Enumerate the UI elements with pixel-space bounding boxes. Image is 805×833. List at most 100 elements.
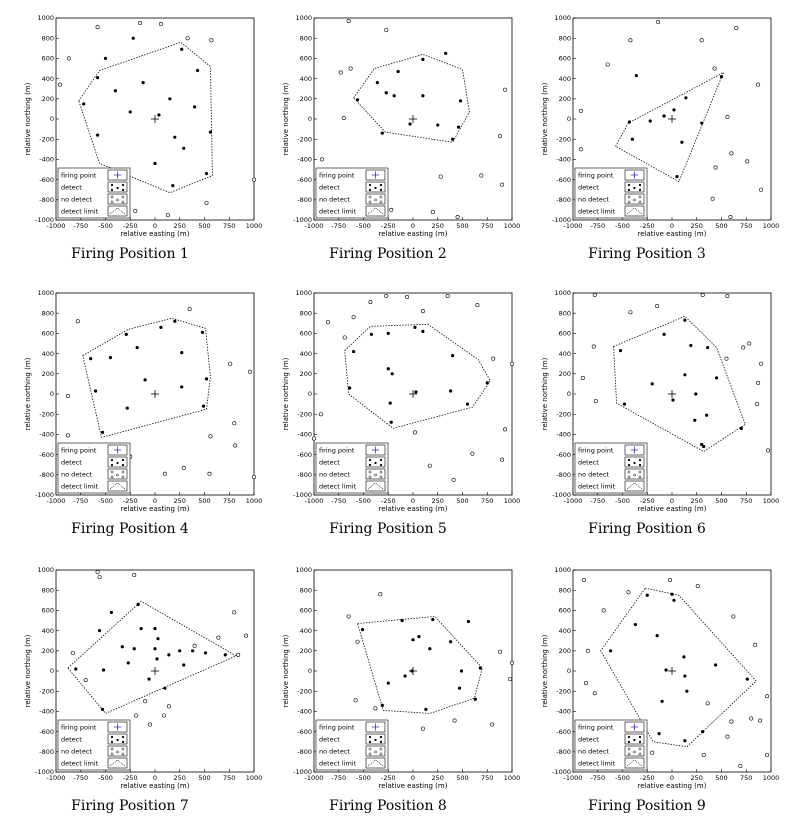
y-tick-label: -400 (556, 156, 571, 164)
x-tick-label: 1000 (246, 497, 263, 505)
chart-panel-7: -1000 -750 -500 -250 0 250 500 750 1000 -1000 -800… (0, 552, 262, 822)
x-tick-label: -500 (615, 497, 630, 505)
detect-point (745, 677, 749, 681)
firing-point-marker (151, 115, 159, 123)
legend-label-detect-limit: detect limit (578, 760, 616, 768)
legend-label-firing-point: firing point (319, 724, 355, 732)
legend-dot (374, 461, 377, 465)
detect-point (682, 655, 686, 659)
legend-circle (633, 473, 636, 477)
x-tick-label: 250 (432, 774, 444, 782)
detect-point (155, 657, 159, 661)
detect-point (713, 663, 718, 667)
legend-dash (109, 482, 126, 490)
x-tick-label: 750 (481, 774, 493, 782)
detect-point (141, 81, 145, 85)
legend-circle (627, 752, 631, 756)
x-tick-label: 500 (198, 222, 210, 230)
no-detect-point (252, 177, 257, 182)
y-tick-label: 1000 (554, 289, 571, 297)
legend: firing point detect no detect detect limit (57, 167, 131, 219)
detect-point (89, 357, 93, 361)
legend-label-firing-point: firing point (61, 172, 97, 180)
legend-circle (121, 747, 125, 751)
detect-point (417, 635, 421, 639)
detect-point (414, 390, 418, 394)
x-axis-label: relative easting (m) (379, 782, 448, 790)
panel-caption: Firing Position 2 (329, 246, 447, 262)
firing-point-marker (668, 390, 676, 398)
y-tick-label: -200 (556, 410, 571, 418)
x-tick-label: 250 (691, 497, 703, 505)
legend-dot (110, 183, 114, 187)
no-detect-point (451, 477, 456, 482)
x-tick-label: -1000 (305, 497, 324, 505)
no-detect-point (470, 451, 475, 456)
no-detect-point (148, 722, 153, 727)
legend-label-no-detect: no detect (319, 748, 350, 756)
legend: firing point detect no detect detect limit (574, 719, 648, 771)
y-tick-label: -400 (297, 708, 312, 716)
no-detect-point (373, 706, 378, 711)
y-tick-label: -1000 (293, 216, 312, 224)
x-tick-label: 250 (691, 774, 703, 782)
legend-label-no-detect: no detect (61, 471, 92, 479)
y-tick-label: -600 (39, 728, 54, 736)
y-tick-label: 400 (559, 350, 571, 358)
legend-dot (121, 463, 125, 467)
y-tick-label: -800 (297, 748, 312, 756)
legend-circle (368, 747, 372, 751)
no-detect-point (228, 361, 233, 366)
y-tick-label: -400 (39, 708, 54, 716)
no-detect-point (578, 147, 583, 152)
detect-point (459, 669, 464, 673)
x-tick-label: -1000 (564, 222, 583, 230)
no-detect-point (601, 608, 606, 613)
y-tick-label: -800 (39, 471, 54, 479)
scatter-chart: -1000 -750 -500 -250 0 250 500 750 1000 -1000 -800… (541, 566, 779, 790)
x-tick-label: 0 (153, 774, 157, 782)
no-detect-point (766, 448, 771, 453)
no-detect-point (252, 474, 257, 479)
no-detect-point (420, 309, 425, 314)
detect-point (380, 703, 384, 707)
legend-circle (116, 750, 119, 754)
y-tick-label: 200 (559, 370, 571, 378)
y-tick-label: 0 (567, 115, 571, 123)
y-tick-label: -800 (556, 471, 571, 479)
legend-label-detect: detect (319, 736, 340, 744)
no-detect-point (341, 115, 346, 120)
detect-point (204, 377, 209, 381)
panel-caption: Firing Position 5 (329, 521, 447, 537)
x-tick-label: -250 (640, 774, 655, 782)
legend-dot (368, 735, 372, 739)
legend-dot (379, 463, 383, 467)
x-tick-label: 500 (456, 497, 468, 505)
x-tick-label: 750 (223, 497, 235, 505)
y-axis-label: relative northing (m) (24, 357, 32, 430)
legend-dot (638, 183, 642, 187)
legend-dot (379, 188, 383, 192)
scatter-chart: -1000 -750 -500 -250 0 250 500 750 1000 -1000 -800… (24, 14, 262, 238)
x-tick-label: 250 (432, 222, 444, 230)
legend-swatch (624, 205, 645, 217)
detect-point (701, 730, 705, 734)
x-tick-label: 750 (481, 497, 493, 505)
no-detect-point (695, 584, 700, 589)
y-tick-label: 400 (42, 627, 54, 635)
y-tick-label: 0 (308, 390, 312, 398)
no-detect-point (232, 610, 237, 615)
panel-caption: Firing Position 4 (71, 521, 189, 537)
detect-point (95, 133, 100, 137)
y-axis-label: relative northing (m) (282, 357, 290, 430)
no-detect-point (498, 134, 503, 139)
no-detect-point (384, 28, 389, 33)
no-detect-point (70, 650, 75, 655)
legend-dot (633, 738, 636, 742)
detect-point (201, 404, 206, 408)
legend-label-no-detect: no detect (578, 748, 609, 756)
y-tick-label: -400 (556, 708, 571, 716)
legend-dot (627, 740, 631, 744)
detect-point (223, 653, 227, 657)
no-detect-point (592, 691, 597, 696)
